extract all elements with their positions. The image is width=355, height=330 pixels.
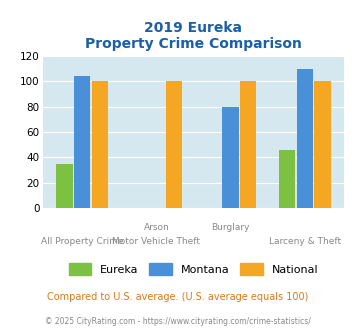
Text: Motor Vehicle Theft: Motor Vehicle Theft <box>113 237 201 246</box>
Title: 2019 Eureka
Property Crime Comparison: 2019 Eureka Property Crime Comparison <box>85 20 302 51</box>
Text: Burglary: Burglary <box>211 223 250 232</box>
Bar <box>92 82 108 208</box>
Text: © 2025 CityRating.com - https://www.cityrating.com/crime-statistics/: © 2025 CityRating.com - https://www.city… <box>45 317 310 326</box>
Text: Larceny & Theft: Larceny & Theft <box>269 237 341 246</box>
Bar <box>56 164 73 208</box>
Bar <box>279 150 295 208</box>
Bar <box>240 82 257 208</box>
Bar <box>314 82 331 208</box>
Legend: Eureka, Montana, National: Eureka, Montana, National <box>64 259 323 279</box>
Bar <box>74 76 91 208</box>
Text: Arson: Arson <box>143 223 169 232</box>
Text: Compared to U.S. average. (U.S. average equals 100): Compared to U.S. average. (U.S. average … <box>47 292 308 302</box>
Bar <box>222 107 239 208</box>
Bar <box>296 69 313 208</box>
Text: All Property Crime: All Property Crime <box>41 237 124 246</box>
Bar <box>166 82 182 208</box>
